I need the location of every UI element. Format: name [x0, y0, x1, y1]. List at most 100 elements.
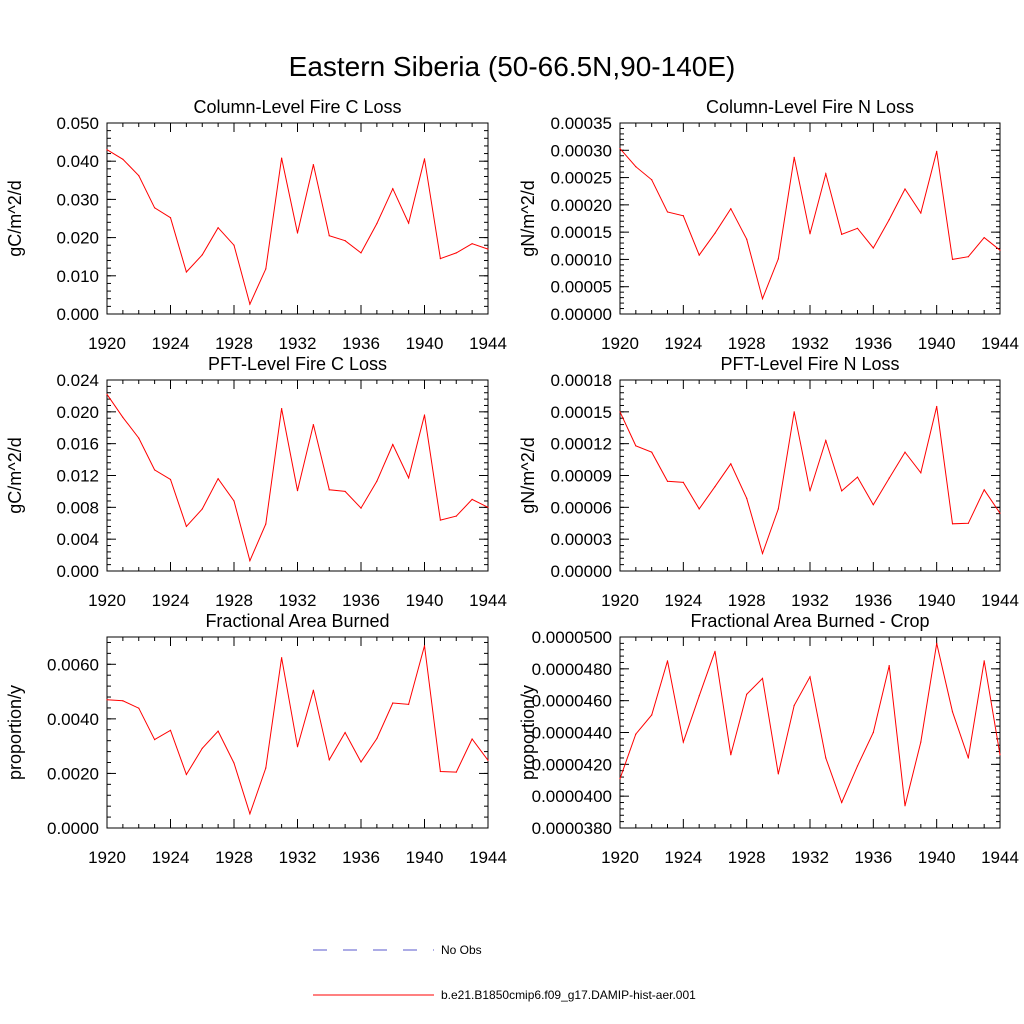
data-point — [296, 490, 299, 492]
data-point — [122, 700, 124, 702]
x-tick-label: 1932 — [791, 591, 829, 610]
data-point — [793, 411, 795, 413]
data-point — [619, 411, 621, 413]
x-tick-label: 1944 — [469, 848, 507, 867]
data-point — [651, 451, 653, 453]
data-point — [344, 731, 346, 734]
plot-frame — [619, 379, 1001, 572]
data-point — [793, 704, 795, 707]
x-tick-label: 1932 — [279, 334, 317, 353]
data-point — [344, 240, 346, 242]
x-tick-label: 1932 — [279, 591, 317, 610]
data-point — [201, 747, 203, 749]
y-tick-label: 0.000 — [56, 305, 99, 324]
data-point — [761, 298, 764, 300]
data-point — [872, 247, 874, 249]
x-tick-label: 1944 — [981, 334, 1019, 353]
x-tick-label: 1936 — [854, 848, 892, 867]
data-point — [635, 445, 637, 447]
data-point — [730, 208, 732, 210]
data-point — [312, 423, 314, 426]
data-point — [233, 762, 235, 764]
y-axis-label: gN/m^2/d — [518, 180, 538, 256]
y-tick-label: 0.00015 — [551, 403, 612, 422]
data-point — [169, 478, 172, 481]
y-axis-label: gC/m^2/d — [5, 437, 25, 513]
plot-frame — [619, 636, 1001, 829]
plot-frame — [106, 636, 489, 829]
data-point — [169, 217, 172, 219]
x-tick-label: 1924 — [152, 591, 190, 610]
panel-title: PFT-Level Fire C Loss — [208, 354, 387, 374]
data-point — [122, 416, 124, 419]
data-point — [360, 761, 362, 763]
data-point — [983, 489, 985, 491]
y-tick-label: 0.00030 — [551, 141, 612, 160]
data-point — [999, 249, 1001, 251]
chart-panel-area-burned-crop: 1920 1924 1928 1932 1936 1940 1944 0.0000380 0.0… — [518, 611, 1019, 867]
panel-title: Fractional Area Burned - Crop — [690, 611, 929, 631]
data-point — [888, 218, 890, 221]
data-point — [408, 477, 410, 479]
x-tick-label: 1936 — [854, 591, 892, 610]
data-point — [201, 254, 203, 256]
data-point — [106, 149, 108, 151]
data-point — [746, 693, 748, 695]
y-tick-label: 0.00035 — [551, 114, 612, 133]
x-tick-label: 1940 — [918, 848, 956, 867]
y-tick-label: 0.024 — [56, 371, 99, 390]
x-tick-label: 1928 — [215, 334, 253, 353]
data-point — [999, 512, 1001, 514]
x-tick-label: 1936 — [342, 591, 380, 610]
data-point — [777, 258, 779, 260]
data-point — [487, 759, 489, 761]
data-point — [777, 508, 779, 510]
data-point — [999, 754, 1001, 756]
data-point — [920, 741, 922, 743]
data-point — [793, 156, 795, 158]
data-point — [967, 256, 969, 258]
x-tick-label: 1940 — [406, 848, 444, 867]
data-point — [698, 508, 700, 510]
data-point — [841, 801, 843, 804]
y-tick-label: 0.00012 — [551, 435, 612, 454]
y-tick-label: 0.00025 — [551, 169, 612, 188]
x-tick-label: 1928 — [728, 848, 766, 867]
y-axis-label: gC/m^2/d — [5, 180, 25, 256]
data-point — [698, 695, 700, 697]
x-tick-label: 1920 — [601, 591, 639, 610]
data-point — [154, 469, 156, 471]
x-tick-label: 1928 — [215, 848, 253, 867]
x-tick-label: 1920 — [88, 848, 126, 867]
data-point — [265, 767, 267, 769]
x-tick-label: 1928 — [215, 591, 253, 610]
y-tick-label: 0.000 — [56, 562, 99, 581]
chart-panel-column-n: 1920 1924 1928 1932 1936 1940 1944 0.00000 0.000… — [518, 97, 1019, 353]
panel-title: Fractional Area Burned — [205, 611, 389, 631]
data-point — [233, 500, 235, 502]
data-point — [856, 227, 859, 229]
data-point — [265, 523, 267, 525]
data-point — [682, 215, 684, 217]
data-point — [249, 303, 251, 305]
data-point — [344, 490, 346, 493]
data-point — [920, 212, 922, 214]
data-point — [138, 175, 140, 177]
data-point — [154, 207, 156, 209]
x-tick-label: 1936 — [854, 334, 892, 353]
data-point — [714, 486, 716, 488]
data-point — [904, 451, 906, 453]
series-line — [619, 406, 1001, 556]
data-point — [619, 778, 621, 780]
data-point — [856, 476, 859, 478]
x-tick-label: 1928 — [728, 334, 766, 353]
x-tick-label: 1932 — [791, 334, 829, 353]
data-point — [936, 642, 938, 644]
data-point — [249, 813, 251, 815]
legend: No Obs b.e21.B1850cmip6.f09_g17.DAMIP-hi… — [313, 943, 696, 1002]
y-tick-label: 0.00000 — [551, 305, 612, 324]
data-point — [872, 731, 874, 734]
data-point — [619, 148, 621, 150]
x-tick-label: 1944 — [981, 591, 1019, 610]
data-point — [487, 248, 489, 250]
